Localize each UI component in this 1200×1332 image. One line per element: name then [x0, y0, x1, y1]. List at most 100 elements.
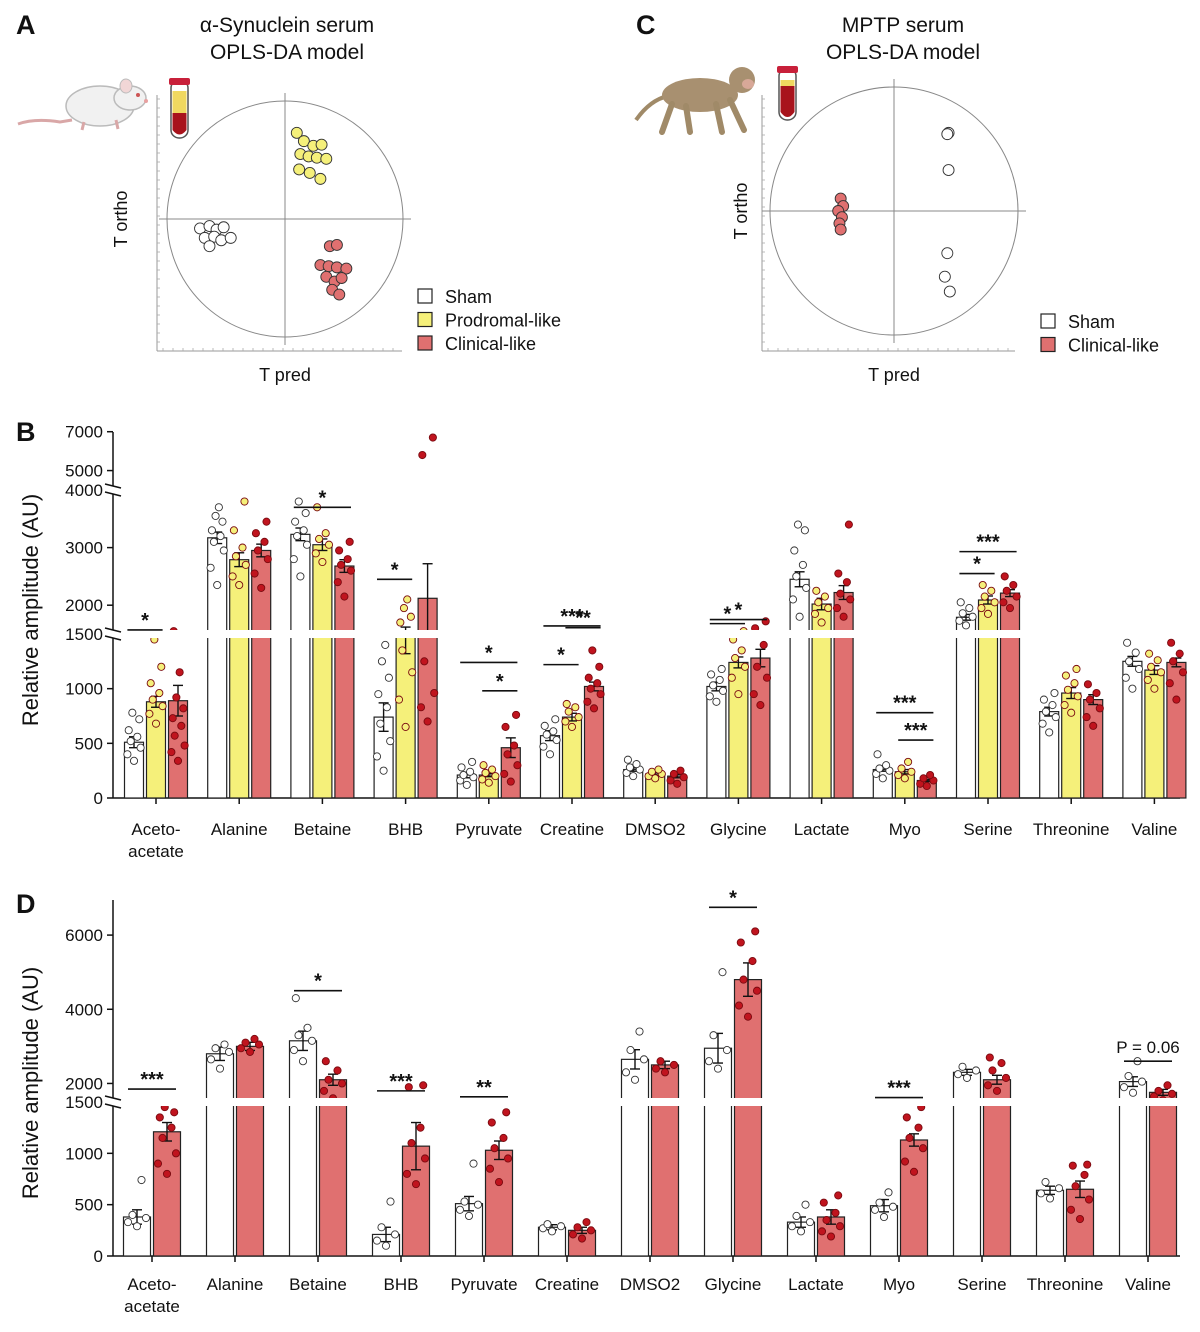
- data-point: [479, 761, 488, 770]
- scatter-point-clinical-like: [340, 262, 353, 275]
- data-point: [705, 692, 714, 701]
- data-point: [231, 552, 240, 561]
- category-label-line: Aceto-: [127, 1275, 176, 1294]
- data-point: [211, 511, 220, 520]
- data-point: [398, 646, 407, 655]
- data-point: [1001, 1073, 1011, 1082]
- data-point: [835, 1222, 845, 1231]
- data-point: [1178, 668, 1188, 677]
- data-point: [158, 702, 167, 711]
- data-point: [573, 1223, 582, 1232]
- data-point: [965, 604, 974, 613]
- significance-label: *: [557, 645, 565, 667]
- data-point: [727, 673, 736, 682]
- data-point: [736, 938, 745, 947]
- y-tick-label: 7000: [65, 423, 103, 442]
- category-label: Aceto-acetate: [124, 1275, 180, 1316]
- data-point: [386, 737, 395, 746]
- significance-label: *: [314, 971, 322, 993]
- data-point: [1121, 673, 1130, 682]
- data-point: [245, 1047, 255, 1056]
- data-point: [513, 761, 522, 770]
- bar-clinical-like: [318, 1079, 348, 1257]
- data-point: [1153, 656, 1162, 665]
- data-point: [834, 569, 843, 578]
- data-point: [961, 621, 971, 630]
- data-point: [551, 715, 560, 724]
- data-point: [639, 1055, 649, 1064]
- data-point: [846, 595, 855, 604]
- data-point: [1172, 695, 1181, 704]
- data-point: [820, 592, 829, 601]
- data-point: [955, 616, 964, 625]
- category-label: Aceto-acetate: [128, 820, 184, 861]
- data-point: [372, 1236, 382, 1245]
- data-point: [418, 450, 427, 460]
- data-point: [583, 697, 592, 706]
- data-point: [626, 1046, 635, 1055]
- data-point: [318, 557, 327, 567]
- chart-title: MPTP serum OPLS-DA model: [826, 14, 980, 64]
- significance-label: ***: [976, 532, 1000, 554]
- data-point: [468, 757, 477, 766]
- data-point: [796, 1227, 806, 1236]
- data-point: [654, 765, 663, 774]
- data-point: [762, 673, 772, 682]
- category-label-line: Myo: [883, 1275, 915, 1294]
- category-label-line: Myo: [889, 820, 921, 839]
- data-point: [411, 1180, 421, 1189]
- axis-break-mark: [104, 483, 122, 489]
- data-point: [485, 1164, 495, 1173]
- data-point: [717, 664, 726, 674]
- scatter-point-sham: [203, 240, 216, 253]
- significance-label: *: [141, 610, 149, 632]
- data-point: [1048, 701, 1057, 710]
- data-point: [988, 1066, 997, 1075]
- data-point: [669, 769, 678, 778]
- data-point: [291, 994, 300, 1003]
- data-point: [897, 764, 906, 773]
- significance-label: ***: [560, 606, 584, 628]
- category-label-line: Betaine: [294, 820, 352, 839]
- bar-clinical-like: [235, 1045, 265, 1257]
- bar-sham: [703, 1047, 733, 1257]
- significance-label: P = 0.06: [1116, 1038, 1180, 1057]
- category-label: Threonine: [1027, 1275, 1104, 1294]
- data-point: [715, 675, 724, 684]
- data-point: [801, 1200, 810, 1209]
- data-point: [790, 546, 799, 555]
- data-point: [464, 1211, 474, 1221]
- y-tick-label: 5000: [65, 462, 103, 481]
- data-point: [593, 679, 602, 688]
- data-point: [254, 1040, 264, 1049]
- category-label-line: Alanine: [211, 820, 268, 839]
- data-point: [419, 1081, 428, 1090]
- data-point: [709, 1031, 718, 1040]
- data-point: [459, 770, 468, 780]
- data-point: [1145, 649, 1154, 658]
- bar-clinical-like: [650, 1064, 680, 1257]
- data-point: [962, 1073, 972, 1082]
- data-point: [462, 780, 471, 789]
- data-point: [748, 957, 757, 966]
- data-point: [137, 1175, 146, 1185]
- data-point: [1083, 680, 1092, 689]
- category-label: BHB: [384, 1275, 419, 1294]
- data-point: [487, 1118, 496, 1127]
- data-point: [146, 679, 155, 688]
- y-tick-label: 6000: [65, 926, 103, 945]
- bar-clinical-like: [999, 592, 1021, 799]
- data-point: [792, 1211, 801, 1221]
- data-point: [1150, 684, 1159, 693]
- data-point: [301, 508, 310, 518]
- data-point: [324, 1075, 333, 1084]
- data-point: [394, 695, 404, 704]
- category-label: Lactate: [788, 1275, 844, 1294]
- data-point: [584, 673, 593, 682]
- significance-label: *: [496, 671, 504, 693]
- data-point: [1041, 707, 1050, 716]
- y-tick-label: 500: [75, 1196, 103, 1215]
- scatter-point-sham: [941, 128, 954, 141]
- data-point: [879, 1212, 889, 1222]
